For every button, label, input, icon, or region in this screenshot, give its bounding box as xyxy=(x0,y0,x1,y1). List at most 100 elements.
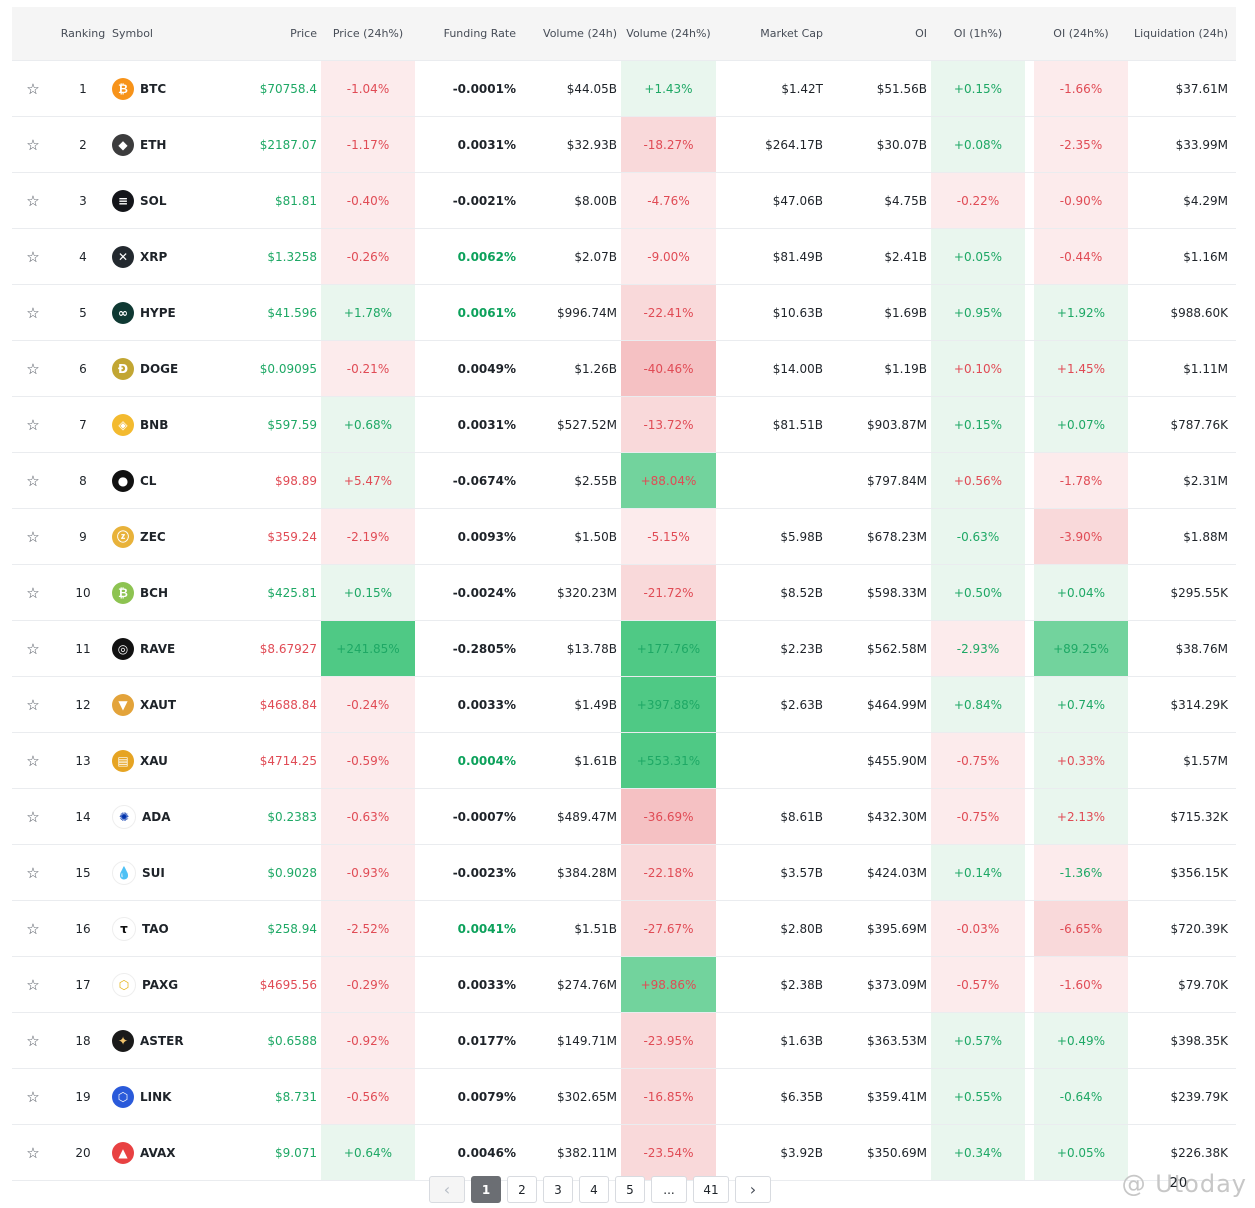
table-row[interactable]: ☆ 4 ✕ XRP $1.3258 -0.26% 0.0062% $2.07B … xyxy=(12,229,1236,285)
favorite-star-icon[interactable]: ☆ xyxy=(26,79,40,98)
header-volume[interactable]: Volume (24h) xyxy=(543,27,617,40)
symbol-cell[interactable]: ● CL xyxy=(112,453,222,508)
favorite-star-icon[interactable]: ☆ xyxy=(26,695,40,714)
header-funding-rate[interactable]: Funding Rate xyxy=(443,27,516,40)
symbol-cell[interactable]: ◎ RAVE xyxy=(112,621,222,676)
table-row[interactable]: ☆ 20 ▲ AVAX $9.071 +0.64% 0.0046% $382.1… xyxy=(12,1125,1236,1181)
symbol-cell[interactable]: ✦ ASTER xyxy=(112,1013,222,1068)
symbol-cell[interactable]: ▤ XAU xyxy=(112,733,222,788)
liquidation-cell: $37.61M xyxy=(1175,81,1228,96)
table-row[interactable]: ☆ 5 ∞ HYPE $41.596 +1.78% 0.0061% $996.7… xyxy=(12,285,1236,341)
table-row[interactable]: ☆ 7 ◈ BNB $597.59 +0.68% 0.0031% $527.52… xyxy=(12,397,1236,453)
table-row[interactable]: ☆ 14 ✺ ADA $0.2383 -0.63% -0.0007% $489.… xyxy=(12,789,1236,845)
header-liquidation[interactable]: Liquidation (24h) xyxy=(1133,27,1228,40)
page-size-select[interactable]: 20 xyxy=(1169,1176,1189,1191)
table-row[interactable]: ☆ 1 ₿ BTC $70758.4 -1.04% -0.0001% $44.0… xyxy=(12,61,1236,117)
table-row[interactable]: ☆ 15 💧 SUI $0.9028 -0.93% -0.0023% $384.… xyxy=(12,845,1236,901)
prev-page-button[interactable]: ‹ xyxy=(429,1176,465,1203)
header-market-cap[interactable]: Market Cap xyxy=(760,27,823,40)
oi-24h-cell: +0.05% xyxy=(1034,1125,1128,1180)
table-row[interactable]: ☆ 3 ≡ SOL $81.81 -0.40% -0.0021% $8.00B … xyxy=(12,173,1236,229)
favorite-star-icon[interactable]: ☆ xyxy=(26,303,40,322)
table-row[interactable]: ☆ 6 Ð DOGE $0.09095 -0.21% 0.0049% $1.26… xyxy=(12,341,1236,397)
favorite-star-icon[interactable]: ☆ xyxy=(26,863,40,882)
table-row[interactable]: ☆ 12 ▼ XAUT $4688.84 -0.24% 0.0033% $1.4… xyxy=(12,677,1236,733)
symbol-cell[interactable]: ∞ HYPE xyxy=(112,285,222,340)
favorite-star-icon[interactable]: ☆ xyxy=(26,919,40,938)
table-row[interactable]: ☆ 16 τ TAO $258.94 -2.52% 0.0041% $1.51B… xyxy=(12,901,1236,957)
header-oi-1h[interactable]: OI (1h%) xyxy=(953,27,1003,40)
page-4-button[interactable]: 4 xyxy=(579,1176,609,1203)
symbol-label: TAO xyxy=(142,921,169,936)
page-1-button[interactable]: 1 xyxy=(471,1176,501,1203)
page-3-button[interactable]: 3 xyxy=(543,1176,573,1203)
favorite-star-icon[interactable]: ☆ xyxy=(26,135,40,154)
symbol-cell[interactable]: ▼ XAUT xyxy=(112,677,222,732)
volume-cell: $2.07B xyxy=(574,249,617,264)
header-oi-24h[interactable]: OI (24h%) xyxy=(1053,27,1109,40)
table-row[interactable]: ☆ 8 ● CL $98.89 +5.47% -0.0674% $2.55B +… xyxy=(12,453,1236,509)
page-ellipsis-button[interactable]: ... xyxy=(651,1176,687,1203)
oi-1h-cell: +0.10% xyxy=(931,341,1025,396)
favorite-star-icon[interactable]: ☆ xyxy=(26,583,40,602)
page-2-button[interactable]: 2 xyxy=(507,1176,537,1203)
symbol-cell[interactable]: ▲ AVAX xyxy=(112,1125,222,1180)
symbol-cell[interactable]: ✕ XRP xyxy=(112,229,222,284)
symbol-cell[interactable]: ✺ ADA xyxy=(112,789,222,844)
favorite-star-icon[interactable]: ☆ xyxy=(26,1087,40,1106)
symbol-cell[interactable]: ⬡ LINK xyxy=(112,1069,222,1124)
favorite-star-icon[interactable]: ☆ xyxy=(26,1143,40,1162)
header-oi[interactable]: OI xyxy=(915,27,927,40)
oi-24h-cell: -2.35% xyxy=(1034,117,1128,172)
table-row[interactable]: ☆ 2 ◆ ETH $2187.07 -1.17% 0.0031% $32.93… xyxy=(12,117,1236,173)
table-row[interactable]: ☆ 10 ₿ BCH $425.81 +0.15% -0.0024% $320.… xyxy=(12,565,1236,621)
table-row[interactable]: ☆ 9 ⓩ ZEC $359.24 -2.19% 0.0093% $1.50B … xyxy=(12,509,1236,565)
symbol-cell[interactable]: 💧 SUI xyxy=(112,845,222,900)
favorite-star-icon[interactable]: ☆ xyxy=(26,807,40,826)
favorite-star-icon[interactable]: ☆ xyxy=(26,247,40,266)
funding-rate-cell: 0.0061% xyxy=(457,305,516,320)
symbol-cell[interactable]: ◈ BNB xyxy=(112,397,222,452)
favorite-star-icon[interactable]: ☆ xyxy=(26,527,40,546)
header-volume-change[interactable]: Volume (24h%) xyxy=(626,27,711,40)
symbol-cell[interactable]: ≡ SOL xyxy=(112,173,222,228)
header-ranking[interactable]: Ranking xyxy=(60,27,106,40)
table-row[interactable]: ☆ 18 ✦ ASTER $0.6588 -0.92% 0.0177% $149… xyxy=(12,1013,1236,1069)
price-cell: $9.071 xyxy=(275,1145,317,1160)
symbol-cell[interactable]: ⬡ PAXG xyxy=(112,957,222,1012)
table-row[interactable]: ☆ 13 ▤ XAU $4714.25 -0.59% 0.0004% $1.61… xyxy=(12,733,1236,789)
price-change-cell: +0.15% xyxy=(321,565,415,620)
liquidation-cell: $226.38K xyxy=(1170,1145,1229,1160)
header-symbol[interactable]: Symbol xyxy=(112,27,153,40)
symbol-cell[interactable]: ◆ ETH xyxy=(112,117,222,172)
favorite-star-icon[interactable]: ☆ xyxy=(26,471,40,490)
header-price[interactable]: Price xyxy=(290,27,317,40)
price-cell: $70758.4 xyxy=(259,81,317,96)
favorite-star-icon[interactable]: ☆ xyxy=(26,639,40,658)
next-page-button[interactable]: › xyxy=(735,1176,771,1203)
symbol-cell[interactable]: ₿ BCH xyxy=(112,565,222,620)
favorite-star-icon[interactable]: ☆ xyxy=(26,975,40,994)
rank-cell: 11 xyxy=(75,641,91,656)
oi-1h-cell: +0.05% xyxy=(931,229,1025,284)
favorite-star-icon[interactable]: ☆ xyxy=(26,415,40,434)
table-row[interactable]: ☆ 11 ◎ RAVE $8.67927 +241.85% -0.2805% $… xyxy=(12,621,1236,677)
symbol-cell[interactable]: ⓩ ZEC xyxy=(112,509,222,564)
price-change-cell: -2.19% xyxy=(321,509,415,564)
favorite-star-icon[interactable]: ☆ xyxy=(26,191,40,210)
symbol-cell[interactable]: τ TAO xyxy=(112,901,222,956)
symbol-cell[interactable]: ₿ BTC xyxy=(112,61,222,116)
rank-cell: 4 xyxy=(79,249,87,264)
liquidation-cell: $239.79K xyxy=(1170,1089,1229,1104)
page-5-button[interactable]: 5 xyxy=(615,1176,645,1203)
market-cap-cell: $1.63B xyxy=(780,1033,823,1048)
table-row[interactable]: ☆ 17 ⬡ PAXG $4695.56 -0.29% 0.0033% $274… xyxy=(12,957,1236,1013)
favorite-star-icon[interactable]: ☆ xyxy=(26,751,40,770)
page-41-button[interactable]: 41 xyxy=(693,1176,729,1203)
favorite-star-icon[interactable]: ☆ xyxy=(26,359,40,378)
table-row[interactable]: ☆ 19 ⬡ LINK $8.731 -0.56% 0.0079% $302.6… xyxy=(12,1069,1236,1125)
favorite-star-icon[interactable]: ☆ xyxy=(26,1031,40,1050)
header-price-change[interactable]: Price (24h%) xyxy=(332,27,404,40)
oi-1h-cell: -0.75% xyxy=(931,789,1025,844)
symbol-cell[interactable]: Ð DOGE xyxy=(112,341,222,396)
